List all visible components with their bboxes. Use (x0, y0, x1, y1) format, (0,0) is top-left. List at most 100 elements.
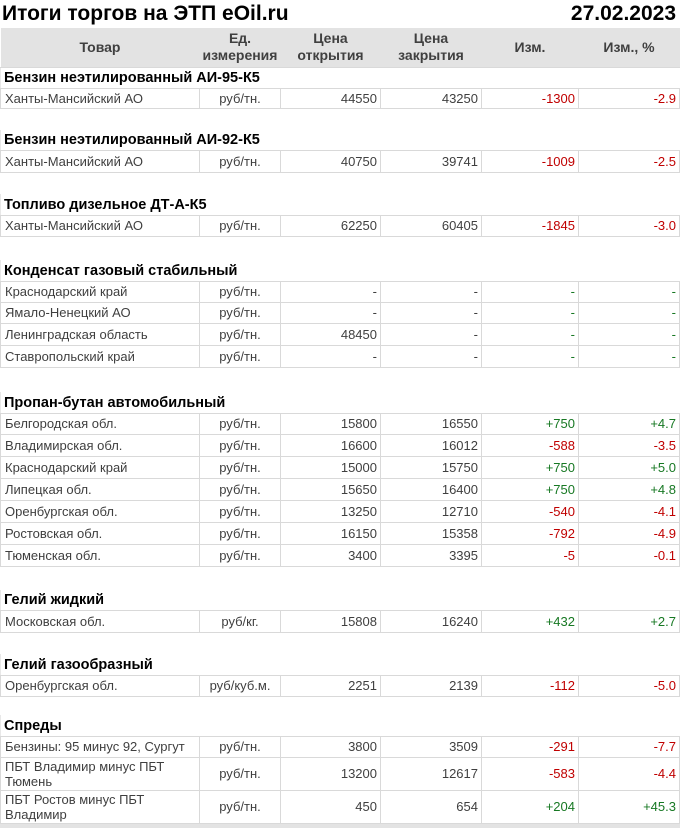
close-price-cell: - (380, 301, 482, 324)
change-pct-cell: -4.1 (578, 499, 680, 523)
change-pct-cell: +5.0 (578, 455, 680, 479)
unit-cell: руб/тн. (199, 280, 281, 303)
product-cell: Бензины: 95 минус 92, Сургут (0, 735, 200, 758)
change-cell: -1300 (481, 87, 579, 109)
change-cell: +750 (481, 412, 579, 435)
table-row: Тюменская обл. руб/тн. 3400 3395 -5 -0.1 (0, 543, 680, 567)
group-header-row: Пропан-бутан автомобильный (0, 392, 680, 414)
change-pct-cell: +4.8 (578, 477, 680, 501)
open-price-cell: 44550 (280, 87, 381, 109)
open-price-cell: 15000 (280, 455, 381, 479)
table-row: ПБТ Ростов минус ПБТ Владимир руб/тн. 450 6… (0, 789, 680, 824)
table-row: Липецкая обл. руб/тн. 15650 16400 +750 +4.8 (0, 477, 680, 501)
table-row: Бензины: 95 минус 92, Сургут руб/тн. 3800 3… (0, 735, 680, 758)
close-price-cell: 654 (380, 789, 482, 824)
change-cell: - (481, 280, 579, 303)
column-header-close: Цена закрытия (380, 28, 482, 68)
column-header-product: Товар (0, 28, 200, 68)
close-price-cell: 39741 (380, 149, 482, 173)
unit-cell: руб/тн. (199, 433, 281, 457)
change-pct-cell: -4.9 (578, 521, 680, 545)
change-cell: -112 (481, 674, 579, 697)
product-cell: Московская обл. (0, 609, 200, 633)
product-cell: Тюменская обл. (0, 543, 200, 567)
group-name: Бензин неэтилированный АИ-95-К5 (0, 67, 680, 89)
table-row: Ставропольский край руб/тн. - - - - (0, 344, 680, 368)
change-pct-cell: +2.7 (578, 609, 680, 633)
close-price-cell: 16012 (380, 433, 482, 457)
open-price-cell: - (280, 280, 381, 303)
group-spacer-cell (0, 696, 680, 715)
results-table: Товар Ед. измерения Цена открытия Цена з… (0, 28, 680, 824)
product-cell: Ленинградская область (0, 322, 200, 346)
group-header-row: Конденсат газовый стабильный (0, 260, 680, 282)
group-spacer-row (0, 367, 680, 392)
unit-cell: руб/тн. (199, 87, 281, 109)
group-name: Гелий газообразный (0, 654, 680, 676)
change-cell: - (481, 322, 579, 346)
table-row: Московская обл. руб/кг. 15808 16240 +432 +2.7 (0, 609, 680, 633)
table-row: Ханты-Мансийский АО руб/тн. 44550 43250 -130… (0, 87, 680, 109)
group-spacer-row (0, 108, 680, 130)
change-cell: -1009 (481, 149, 579, 173)
product-cell: Оренбургская обл. (0, 499, 200, 523)
table-header-row: Товар Ед. измерения Цена открытия Цена з… (0, 28, 680, 68)
open-price-cell: 40750 (280, 149, 381, 173)
unit-cell: руб/тн. (199, 149, 281, 173)
table-row: Ленинградская область руб/тн. 48450- - - (0, 322, 680, 346)
product-cell: Ханты-Мансийский АО (0, 149, 200, 173)
product-cell: Ханты-Мансийский АО (0, 87, 200, 109)
change-pct-cell: - (578, 301, 680, 324)
change-pct-cell: +45.3 (578, 789, 680, 824)
unit-cell: руб/тн. (199, 499, 281, 523)
open-price-cell: - (280, 344, 381, 368)
unit-cell: руб/куб.м. (199, 674, 281, 697)
group-spacer-cell (0, 108, 680, 130)
open-price-cell: 15650 (280, 477, 381, 501)
open-price-cell: 13200 (280, 756, 381, 791)
close-price-cell: - (380, 344, 482, 368)
open-price-cell: 48450 (280, 322, 381, 346)
report-date: 27.02.2023 (570, 2, 676, 25)
table-row: ПБТ Владимир минус ПБТ Тюмень руб/тн. 1320… (0, 756, 680, 791)
close-price-cell: 43250 (380, 87, 482, 109)
unit-cell: руб/тн. (199, 543, 281, 567)
change-pct-cell: -3.5 (578, 433, 680, 457)
change-cell: - (481, 301, 579, 324)
close-price-cell: - (380, 322, 482, 346)
group-spacer-row (0, 696, 680, 715)
change-pct-cell: - (578, 280, 680, 303)
unit-cell: руб/тн. (199, 477, 281, 501)
change-cell: +750 (481, 477, 579, 501)
unit-cell: руб/тн. (199, 735, 281, 758)
product-cell: Краснодарский край (0, 455, 200, 479)
open-price-cell: - (280, 301, 381, 324)
change-cell: -1845 (481, 214, 579, 237)
column-header-change: Изм. (481, 28, 579, 68)
close-price-cell: 16400 (380, 477, 482, 501)
product-cell: Белгородская обл. (0, 412, 200, 435)
change-cell: +432 (481, 609, 579, 633)
table-row: Ханты-Мансийский АО руб/тн. 62250 60405 -184… (0, 214, 680, 237)
product-cell: Ростовская обл. (0, 521, 200, 545)
column-header-unit: Ед. измерения (199, 28, 281, 68)
close-price-cell: 15750 (380, 455, 482, 479)
product-cell: Липецкая обл. (0, 477, 200, 501)
close-price-cell: 3395 (380, 543, 482, 567)
close-price-cell: 2139 (380, 674, 482, 697)
group-header-row: Спреды (0, 715, 680, 737)
change-pct-cell: +4.7 (578, 412, 680, 435)
product-cell: ПБТ Ростов минус ПБТ Владимир (0, 789, 200, 824)
change-pct-cell: -2.9 (578, 87, 680, 109)
change-cell: -588 (481, 433, 579, 457)
change-cell: -540 (481, 499, 579, 523)
group-header-row: Топливо дизельное ДТ-А-К5 (0, 194, 680, 216)
change-pct-cell: - (578, 344, 680, 368)
table-row: Ханты-Мансийский АО руб/тн. 40750 39741 -100… (0, 149, 680, 173)
table-row: Краснодарский край руб/тн. - - - - (0, 280, 680, 303)
change-cell: -583 (481, 756, 579, 791)
group-name: Пропан-бутан автомобильный (0, 392, 680, 414)
group-spacer-cell (0, 236, 680, 260)
table-row: Белгородская обл. руб/тн. 15800 16550 +750 +4… (0, 412, 680, 435)
